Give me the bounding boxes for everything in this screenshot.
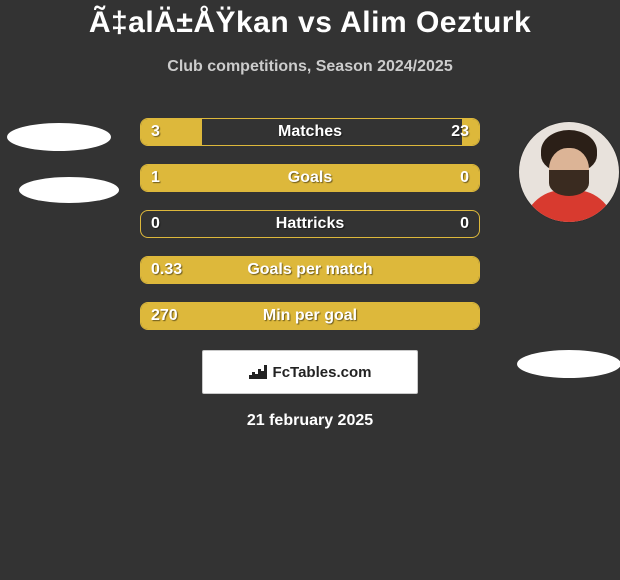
logo-text: FcTables.com xyxy=(273,364,372,381)
bar-row: 0.33 Goals per match xyxy=(140,256,480,284)
bar-value-left: 0 xyxy=(151,215,160,233)
compare-area: 3 23 Matches 1 0 Goals 0 0 Hattricks 0.33 Goals pe… xyxy=(0,118,620,330)
player-beard xyxy=(549,170,589,196)
bar-row: 1 0 Goals xyxy=(140,164,480,192)
player-right-placeholder xyxy=(517,350,620,378)
bars-container: 3 23 Matches 1 0 Goals 0 0 Hattricks 0.33 Goals pe… xyxy=(140,118,480,330)
bar-label: Goals per match xyxy=(247,261,372,279)
bar-value-right: 0 xyxy=(460,169,469,187)
bar-fill-left xyxy=(141,165,401,191)
bar-label: Matches xyxy=(278,123,342,141)
bar-label: Min per goal xyxy=(263,307,357,325)
page-title: Ã‡alÄ±ÅŸkan vs Alim Oezturk xyxy=(0,0,620,40)
bar-row: 3 23 Matches xyxy=(140,118,480,146)
player-right-column xyxy=(500,118,620,378)
bar-value-left: 0.33 xyxy=(151,261,182,279)
logo-box: FcTables.com xyxy=(202,350,418,394)
player-left-placeholder-1 xyxy=(7,123,111,151)
bar-row: 270 Min per goal xyxy=(140,302,480,330)
player-right-photo xyxy=(519,122,619,222)
bar-value-left: 270 xyxy=(151,307,178,325)
page: Ã‡alÄ±ÅŸkan vs Alim Oezturk Club competi… xyxy=(0,0,620,580)
logo: FcTables.com xyxy=(249,364,372,381)
bar-row: 0 0 Hattricks xyxy=(140,210,480,238)
bar-label: Goals xyxy=(288,169,332,187)
bar-value-right: 0 xyxy=(460,215,469,233)
bar-value-left: 3 xyxy=(151,123,160,141)
page-subtitle: Club competitions, Season 2024/2025 xyxy=(0,58,620,76)
footer-date: 21 february 2025 xyxy=(0,412,620,430)
bar-value-left: 1 xyxy=(151,169,160,187)
bar-label: Hattricks xyxy=(276,215,344,233)
player-left-placeholder-2 xyxy=(19,177,119,203)
bar-chart-icon xyxy=(249,365,267,379)
bar-value-right: 23 xyxy=(451,123,469,141)
player-left-column xyxy=(0,118,120,203)
